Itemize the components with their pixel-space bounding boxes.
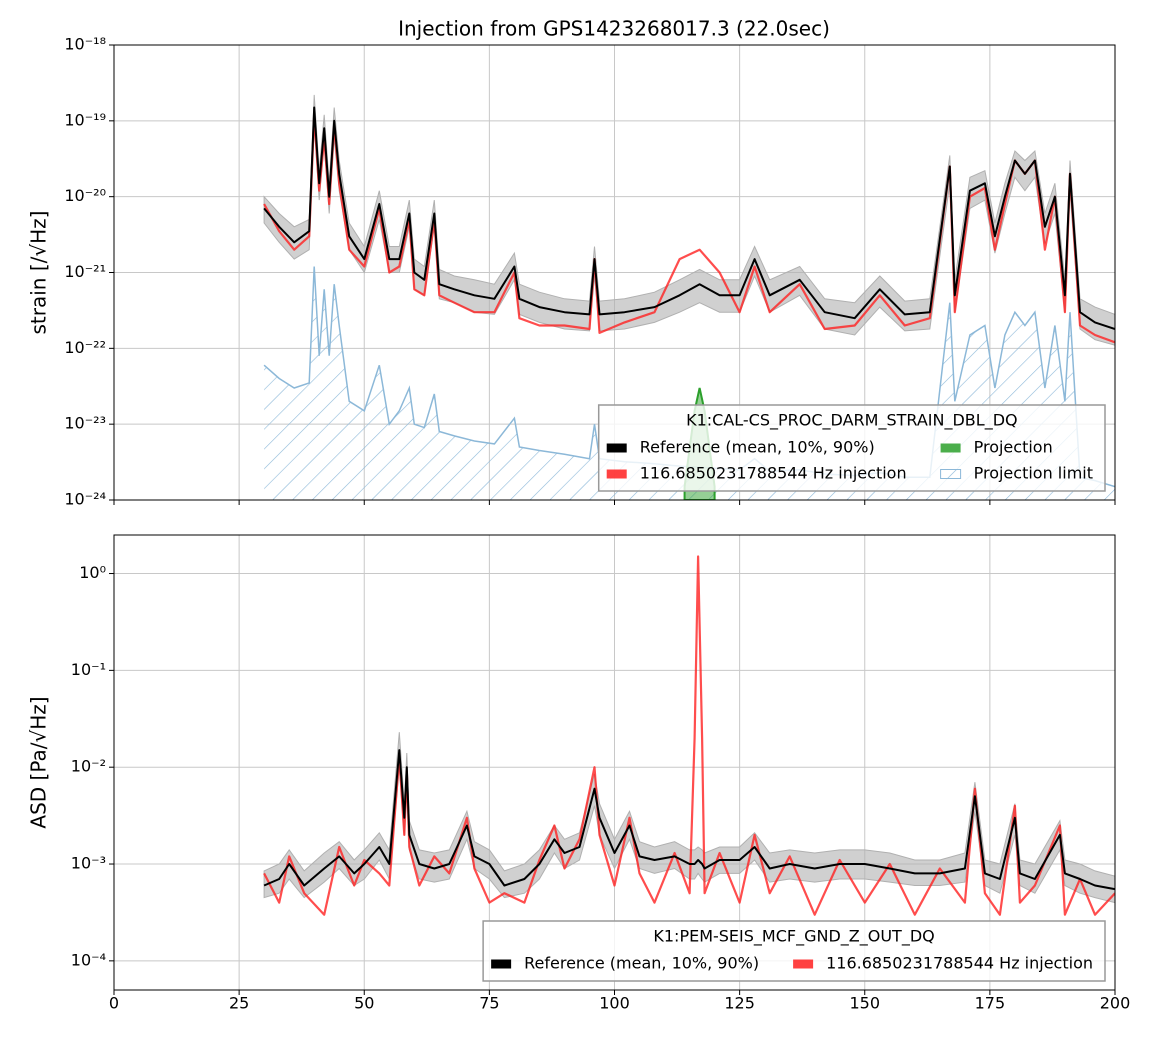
y-tick-label: 10⁻² <box>71 757 106 776</box>
legend-swatch <box>940 469 962 479</box>
legend-swatch <box>940 443 961 453</box>
y-tick-label: 10⁻⁴ <box>71 950 106 969</box>
y-tick-label: 10⁻²² <box>64 338 106 357</box>
legend-swatch <box>606 469 627 479</box>
x-tick-label: 0 <box>109 994 119 1013</box>
legend: K1:CAL-CS_PROC_DARM_STRAIN_DBL_DQ Referen… <box>597 404 1106 492</box>
band <box>263 732 1115 904</box>
legend-label: Projection limit <box>974 464 1093 483</box>
axes-frame <box>113 44 1116 501</box>
y-tick-label: 10⁻¹ <box>71 660 106 679</box>
y-tick-label: 10⁻¹⁹ <box>64 110 106 129</box>
plot-area <box>263 555 1115 916</box>
y-tick-label: 10⁻²⁴ <box>64 490 106 509</box>
y-tick-label: 10⁻²¹ <box>64 262 106 281</box>
legend-label: Reference (mean, 10%, 90%) <box>524 954 759 973</box>
legend-box <box>597 404 1106 492</box>
x-tick-label: 125 <box>724 994 755 1013</box>
series-line <box>263 113 1115 344</box>
legend: K1:PEM-SEIS_MCF_GND_Z_OUT_DQ Reference (m… <box>482 920 1106 982</box>
y-axis-label: strain [/√Hz] <box>27 211 51 335</box>
x-tick-label: 100 <box>599 994 630 1013</box>
y-tick-label: 10⁻²³ <box>64 414 106 433</box>
legend-label: 116.6850231788544 Hz injection <box>640 464 907 483</box>
legend-swatch <box>793 959 814 969</box>
chart-title: Injection from GPS1423268017.3 (22.0sec) <box>398 17 830 41</box>
series-line <box>263 106 1115 330</box>
legend-swatch <box>606 443 627 453</box>
legend-title: K1:PEM-SEIS_MCF_GND_Z_OUT_DQ <box>653 927 934 947</box>
legend-label: 116.6850231788544 Hz injection <box>826 954 1093 973</box>
y-tick-label: 10⁻¹⁸ <box>64 35 106 54</box>
legend-label: Reference (mean, 10%, 90%) <box>640 438 875 457</box>
x-tick-label: 75 <box>479 994 499 1013</box>
y-tick-label: 10⁻²⁰ <box>64 186 106 205</box>
legend-title: K1:CAL-CS_PROC_DARM_STRAIN_DBL_DQ <box>686 411 1018 431</box>
x-tick-label: 50 <box>354 994 374 1013</box>
y-tick-label: 10⁰ <box>79 563 106 582</box>
x-tick-label: 200 <box>1100 994 1131 1013</box>
series-line <box>263 749 1115 891</box>
y-axis-label: ASD [Pa/√Hz] <box>27 696 51 828</box>
x-tick-label: 175 <box>975 994 1006 1013</box>
x-tick-label: 150 <box>849 994 880 1013</box>
band <box>263 94 1115 346</box>
x-tick-label: 25 <box>229 994 249 1013</box>
axes-frame <box>113 534 1116 991</box>
legend-swatch <box>491 959 512 969</box>
legend-box <box>482 920 1106 982</box>
legend-label: Projection <box>974 438 1053 457</box>
y-tick-label: 10⁻³ <box>71 854 106 873</box>
